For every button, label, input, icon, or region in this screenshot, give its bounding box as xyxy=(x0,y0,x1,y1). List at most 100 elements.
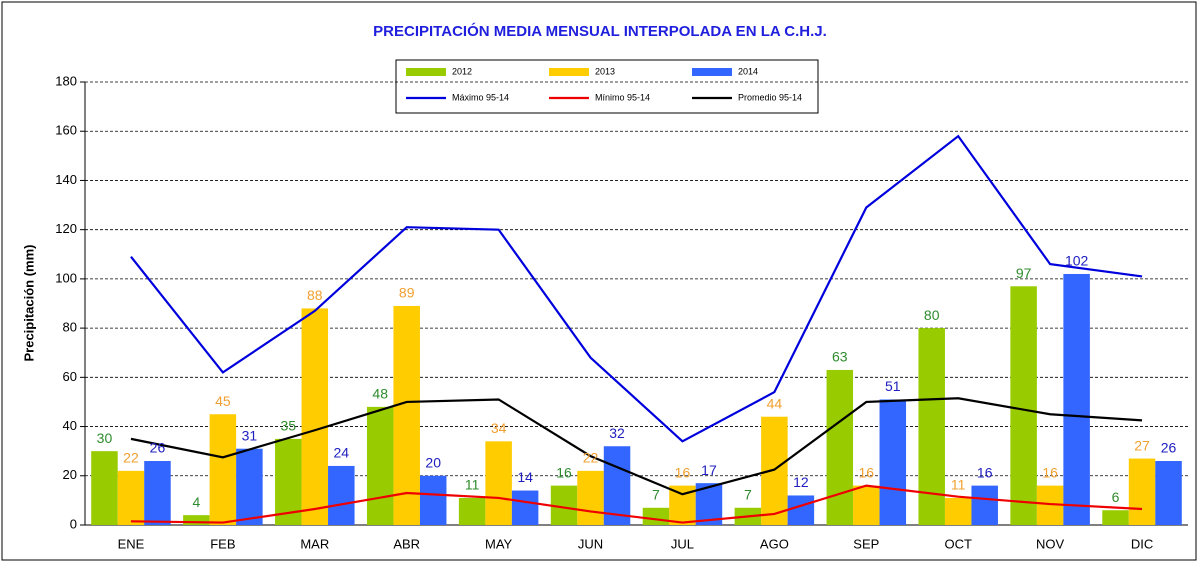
data-label: 34 xyxy=(491,420,507,436)
y-tick-label: 160 xyxy=(55,123,77,138)
legend-box xyxy=(395,59,819,114)
legend-swatch xyxy=(692,68,732,76)
data-label: 26 xyxy=(1161,440,1177,456)
data-label: 7 xyxy=(652,486,660,502)
data-label: 16 xyxy=(675,464,691,480)
bar xyxy=(485,441,512,525)
bar xyxy=(879,399,907,525)
bar xyxy=(1102,510,1129,525)
data-label: 35 xyxy=(281,418,297,434)
data-label: 17 xyxy=(701,462,717,478)
data-label: 24 xyxy=(334,445,350,461)
line-series xyxy=(130,134,1143,443)
bar xyxy=(458,497,486,525)
data-label: 30 xyxy=(97,430,113,446)
bar xyxy=(1128,458,1156,525)
x-tick-label: OCT xyxy=(944,536,972,551)
data-label: 22 xyxy=(123,450,139,466)
bar xyxy=(642,507,670,525)
legend-swatch xyxy=(549,68,589,76)
legend-label: 2013 xyxy=(595,66,615,76)
y-tick-label: 140 xyxy=(55,172,77,187)
chart-title: PRECIPITACIÓN MEDIA MENSUAL INTERPOLADA … xyxy=(373,22,827,40)
data-label: 4 xyxy=(192,494,200,510)
x-tick-label: SEP xyxy=(853,536,879,551)
data-label: 16 xyxy=(1042,464,1058,480)
x-tick-label: JUL xyxy=(671,536,694,551)
data-label: 20 xyxy=(425,454,441,470)
x-tick-label: JUN xyxy=(578,536,603,551)
data-label: 22 xyxy=(583,450,599,466)
data-label: 7 xyxy=(744,486,752,502)
y-tick-label: 120 xyxy=(55,221,77,236)
bar xyxy=(826,369,854,525)
x-tick-label: AGO xyxy=(760,536,789,551)
line-series xyxy=(130,484,1143,524)
bar xyxy=(328,465,355,525)
legend-label: Mínimo 95-14 xyxy=(595,92,650,102)
data-label: 45 xyxy=(215,393,231,409)
data-label: 88 xyxy=(307,287,323,303)
bar xyxy=(117,470,145,525)
bar xyxy=(787,495,815,525)
data-label: 26 xyxy=(150,440,166,456)
data-label: 80 xyxy=(924,307,940,323)
data-label: 89 xyxy=(399,285,415,301)
x-tick-label: DIC xyxy=(1131,536,1153,551)
bar xyxy=(236,448,263,525)
y-tick-label: 100 xyxy=(55,270,77,285)
bar xyxy=(91,451,118,525)
data-label: 14 xyxy=(517,469,533,485)
legend-label: 2014 xyxy=(738,66,758,76)
y-axis-label: Precipitación (mm) xyxy=(21,244,36,361)
y-tick-label: 60 xyxy=(63,369,77,384)
bar xyxy=(971,485,998,525)
data-label: 44 xyxy=(767,395,783,411)
data-label: 16 xyxy=(556,464,572,480)
data-label: 16 xyxy=(859,464,875,480)
x-tick-label: MAY xyxy=(485,536,513,551)
bar xyxy=(1155,461,1182,525)
y-tick-label: 180 xyxy=(55,73,77,88)
data-label: 51 xyxy=(885,378,901,394)
bar xyxy=(393,305,420,525)
x-tick-label: ABR xyxy=(393,536,420,551)
bar xyxy=(511,490,539,525)
data-label: 48 xyxy=(372,386,388,402)
data-label: 27 xyxy=(1134,437,1150,453)
y-tick-label: 80 xyxy=(63,320,77,335)
bar xyxy=(183,515,210,525)
legend-label: Máximo 95-14 xyxy=(452,92,509,102)
data-label: 11 xyxy=(465,477,480,493)
bar xyxy=(419,475,447,525)
data-label: 11 xyxy=(951,477,966,493)
y-tick-label: 0 xyxy=(70,516,77,531)
bar xyxy=(366,406,394,525)
y-tick-label: 20 xyxy=(63,467,77,482)
x-tick-label: NOV xyxy=(1036,536,1065,551)
bar xyxy=(761,416,788,525)
data-label: 16 xyxy=(977,464,993,480)
y-tick-label: 40 xyxy=(63,418,77,433)
bar xyxy=(944,497,972,525)
x-tick-label: ENE xyxy=(118,536,145,551)
data-label: 97 xyxy=(1016,265,1032,281)
x-tick-label: MAR xyxy=(300,536,329,551)
data-label: 102 xyxy=(1065,253,1089,269)
bar xyxy=(209,414,237,525)
data-label: 6 xyxy=(1112,489,1120,505)
x-tick-label: FEB xyxy=(210,536,235,551)
bar xyxy=(853,485,880,525)
bar xyxy=(1063,273,1090,525)
bar xyxy=(1010,286,1037,525)
data-label: 63 xyxy=(832,349,848,365)
data-label: 31 xyxy=(242,427,258,443)
bar xyxy=(577,470,604,525)
data-label: 32 xyxy=(609,425,625,441)
bar xyxy=(301,308,329,525)
line-series xyxy=(130,397,1143,496)
legend-label: Promedio 95-14 xyxy=(738,92,802,102)
data-label: 12 xyxy=(793,474,809,490)
bar xyxy=(603,446,631,525)
